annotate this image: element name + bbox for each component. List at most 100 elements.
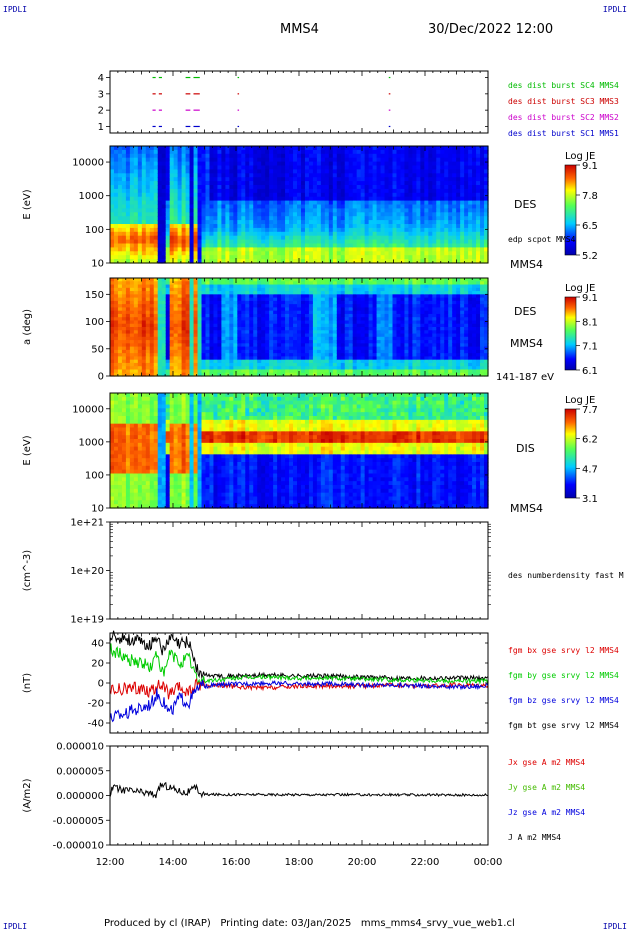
- spectrogram-cell: [320, 278, 326, 282]
- spectrogram-cell: [241, 366, 246, 371]
- spectrogram-cell: [185, 313, 191, 318]
- spectrogram-cell: [456, 235, 461, 241]
- spectrogram-cell: [113, 323, 119, 328]
- spectrogram-cell: [297, 330, 302, 335]
- spectrogram-cell: [316, 366, 322, 371]
- spectrogram-cell: [396, 146, 402, 151]
- spectrogram-cell: [372, 227, 378, 233]
- spectrogram-cell: [460, 149, 465, 155]
- spectrogram-cell: [113, 169, 119, 174]
- spectrogram-cell: [456, 165, 461, 170]
- spectrogram-cell: [185, 278, 191, 282]
- spectrogram-cell: [368, 146, 374, 151]
- spectrogram-cell: [173, 353, 179, 357]
- spectrogram-cell: [173, 239, 179, 245]
- spectrogram-cell: [257, 356, 262, 361]
- spectrogram-cell: [348, 247, 354, 252]
- spectrogram-cell: [388, 304, 394, 308]
- spectrogram-cell: [209, 165, 215, 170]
- spectrogram-cell: [281, 330, 286, 335]
- spectrogram-cell: [300, 372, 306, 377]
- spectrogram-cell: [376, 204, 382, 209]
- spectrogram-cell: [201, 307, 207, 312]
- spectrogram-cell: [452, 181, 457, 186]
- header-datetime: 30/Dec/2022 12:00: [428, 22, 554, 37]
- spectrogram-cell: [110, 239, 115, 245]
- spectrogram-cell: [456, 227, 461, 233]
- spectrogram-cell: [241, 177, 246, 182]
- spectrogram-cell: [141, 294, 147, 299]
- spectrogram-cell: [209, 369, 215, 374]
- spectrogram-cell: [297, 346, 302, 351]
- spectrogram-cell: [110, 300, 115, 305]
- spectrogram-cell: [189, 349, 195, 354]
- spectrogram-cell: [205, 149, 211, 155]
- spectrogram-cell: [229, 278, 234, 282]
- spectrogram-cell: [229, 251, 234, 256]
- spectrogram-cell: [149, 185, 155, 190]
- spectrogram-cell: [165, 320, 171, 325]
- spectrogram-cell: [201, 235, 207, 241]
- spectrogram-cell: [153, 278, 159, 282]
- spectrogram-cell: [456, 177, 461, 182]
- spectrogram-cell: [177, 313, 183, 318]
- spectrogram-cell: [285, 362, 290, 367]
- spectrogram-cell: [384, 359, 390, 364]
- spectrogram-cell: [336, 227, 342, 233]
- spectrogram-cell: [372, 243, 378, 248]
- spectrogram-cell: [117, 349, 123, 354]
- spectrogram-cell: [364, 349, 370, 354]
- spectrogram-cell: [364, 259, 370, 264]
- spectrogram-cell: [209, 169, 215, 174]
- spectrogram-cell: [177, 362, 183, 367]
- spectrogram-cell: [273, 235, 278, 241]
- spectrogram-cell: [237, 153, 242, 159]
- spectrogram-cell: [340, 227, 346, 233]
- spectrogram-cell: [396, 185, 402, 190]
- spectrogram-cell: [372, 146, 378, 151]
- spectrogram-cell: [201, 200, 207, 206]
- spectrogram-cell: [197, 208, 203, 213]
- spectrogram-cell: [340, 340, 346, 344]
- spectrogram-cell: [185, 181, 191, 186]
- spectrogram-cell: [484, 224, 489, 229]
- spectrogram-cell: [380, 300, 386, 305]
- spectrogram-cell: [364, 227, 370, 233]
- spectrogram-cell: [460, 216, 465, 221]
- spectrogram-cell: [324, 323, 330, 328]
- spectrogram-cell: [396, 192, 402, 198]
- spectrogram-cell: [412, 177, 417, 182]
- spectrogram-cell: [297, 366, 302, 371]
- spectrogram-cell: [281, 323, 286, 328]
- spectrogram-cell: [225, 310, 230, 315]
- spectrogram-cell: [261, 281, 266, 286]
- spectrogram-cell: [308, 227, 314, 233]
- spectrogram-cell: [384, 235, 390, 241]
- spectrogram-cell: [392, 227, 398, 233]
- spectrogram-cell: [241, 181, 246, 186]
- spectrogram-cell: [388, 153, 394, 159]
- spectrogram-cell: [193, 343, 199, 348]
- spectrogram-cell: [249, 204, 254, 209]
- spectrogram-cell: [304, 239, 310, 245]
- spectrogram-cell: [297, 291, 302, 295]
- spectrogram-cell: [380, 320, 386, 325]
- spectrogram-cell: [125, 220, 131, 225]
- spectrogram-cell: [368, 239, 374, 245]
- spectrogram-cell: [320, 192, 326, 198]
- spectrogram-cell: [316, 353, 322, 357]
- spectrogram-cell: [269, 149, 274, 155]
- spectrogram-cell: [149, 181, 155, 186]
- spectrogram-cell: [145, 204, 151, 209]
- spectrogram-cell: [356, 323, 362, 328]
- spectrogram-cell: [352, 153, 358, 159]
- spectrogram-cell: [336, 313, 342, 318]
- spectrogram-cell: [336, 281, 342, 286]
- spectrogram-cell: [297, 169, 302, 174]
- spectrogram-cell: [117, 340, 123, 344]
- spectrogram-cell: [205, 227, 211, 233]
- spectrogram-cell: [312, 177, 318, 182]
- spectrogram-cell: [185, 349, 191, 354]
- spectrogram-cell: [165, 281, 171, 286]
- spectrogram-cell: [245, 291, 250, 295]
